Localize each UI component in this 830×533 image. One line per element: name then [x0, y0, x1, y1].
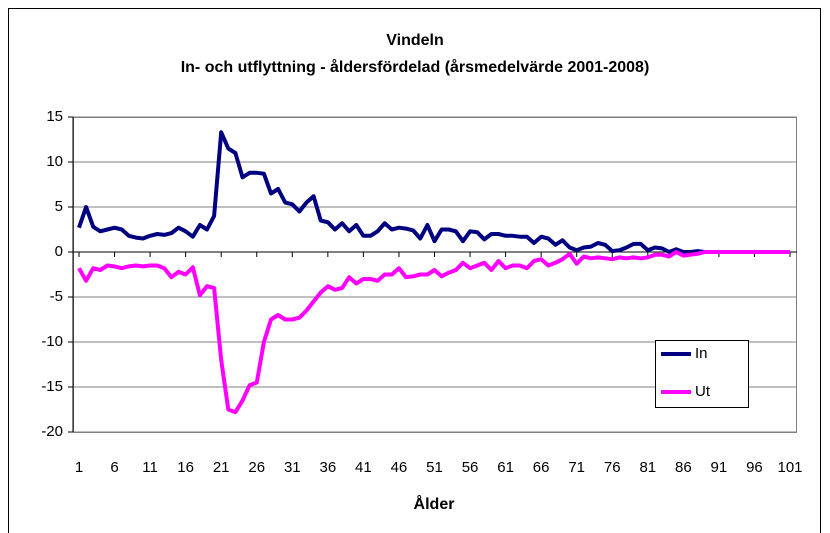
y-tick-label: 5: [55, 198, 63, 215]
x-tick-label: 46: [391, 459, 408, 476]
x-tick-label: 21: [213, 459, 230, 476]
x-tick-label: 16: [177, 459, 194, 476]
x-tick-label: 51: [426, 459, 443, 476]
x-tick-label: 66: [533, 459, 550, 476]
x-tick-label: 76: [604, 459, 621, 476]
data-line: [77, 250, 790, 415]
x-tick-label: 31: [284, 459, 301, 476]
x-tick-label: 36: [320, 459, 337, 476]
y-tick-label: -10: [41, 333, 63, 350]
legend-label: Ut: [695, 383, 711, 400]
y-tick-label: -20: [41, 423, 63, 440]
x-axis-label: Ålder: [414, 494, 455, 513]
y-tick-label: 10: [46, 153, 63, 170]
x-tick-label: 86: [675, 459, 692, 476]
x-tick-label: 1: [75, 459, 83, 476]
chart-subtitle: In- och utflyttning - åldersfördelad (år…: [181, 58, 650, 76]
x-tick-label: 56: [462, 459, 479, 476]
legend-box: [655, 340, 749, 408]
y-tick-label: -15: [41, 378, 63, 395]
x-tick-label: 26: [248, 459, 265, 476]
y-tick-label: 15: [46, 108, 63, 125]
y-tick-label: -5: [50, 288, 63, 305]
chart-title: Vindeln: [386, 32, 444, 49]
x-tick-label: 6: [110, 459, 118, 476]
legend-label: In: [695, 345, 708, 362]
x-tick-label: 71: [568, 459, 585, 476]
x-tick-label: 96: [746, 459, 763, 476]
x-tick-label: 101: [777, 459, 802, 476]
y-tick-label: 0: [55, 243, 63, 260]
x-tick-label: 41: [355, 459, 372, 476]
x-tick-label: 81: [639, 459, 656, 476]
x-tick-label: 91: [711, 459, 728, 476]
x-tick-label: 11: [142, 459, 158, 476]
data-line: [77, 130, 790, 254]
x-tick-label: 61: [497, 459, 514, 476]
